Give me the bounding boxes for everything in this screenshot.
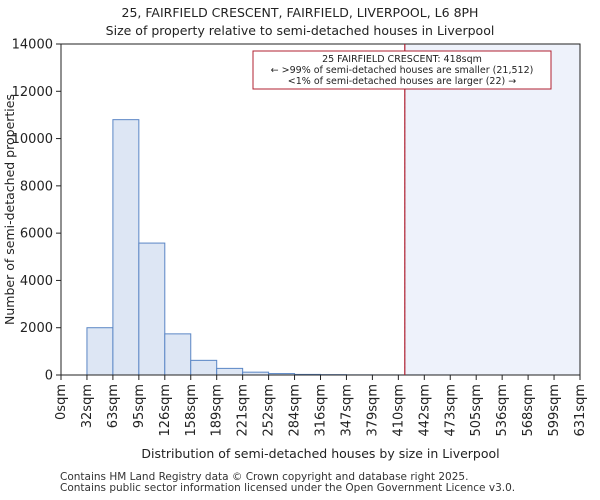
chart-title-subtitle: Size of property relative to semi-detach… [105,23,495,38]
x-tick-label: 221sqm [236,384,251,437]
larger-region-highlight [404,43,581,376]
y-axis-label: Number of semi-detached properties [2,94,17,325]
histogram-bar [164,333,192,376]
y-tick-label: 0 [45,369,53,384]
y-tick-label: 4000 [20,274,53,289]
y-tick-label: 10000 [12,132,53,147]
chart-title-block: 25, FAIRFIELD CRESCENT, FAIRFIELD, LIVER… [0,4,600,40]
x-tick-label: 284sqm [288,384,303,437]
x-tick-label: 0sqm [54,384,69,420]
x-tick-label: 505sqm [469,384,484,437]
y-tick-label: 6000 [20,227,53,242]
y-tick-label: 14000 [12,38,53,53]
x-tick-label: 95sqm [132,384,147,428]
y-tick-label: 12000 [12,85,53,100]
histogram-bar [138,242,166,376]
x-tick-label: 473sqm [443,384,458,437]
x-tick-label: 189sqm [210,384,225,437]
x-axis-label: Distribution of semi-detached houses by … [141,446,499,461]
histogram-bar [216,367,244,376]
x-tick-label: 158sqm [184,384,199,437]
chart-title-address: 25, FAIRFIELD CRESCENT, FAIRFIELD, LIVER… [121,5,479,20]
histogram-bar [190,359,218,376]
x-tick-label: 347sqm [339,384,354,437]
y-tick-label: 8000 [20,179,53,194]
x-tick-label: 631sqm [573,384,588,437]
attribution-footer: Contains HM Land Registry data © Crown c… [60,472,515,494]
x-tick-label: 410sqm [391,384,406,437]
x-tick-label: 126sqm [158,384,173,437]
x-tick-label: 379sqm [365,384,380,437]
attribution-line-1: Contains HM Land Registry data © Crown c… [60,471,469,483]
attribution-line-2: Contains public sector information licen… [60,482,516,494]
annotation-line-2: ← >99% of semi-detached houses are small… [271,65,534,76]
y-tick-label: 2000 [20,321,53,336]
annotation-line-1: 25 FAIRFIELD CRESCENT: 418sqm [322,54,482,65]
annotation-line-3: <1% of semi-detached houses are larger (… [288,76,516,87]
x-tick-label: 442sqm [417,384,432,437]
x-tick-label: 63sqm [106,384,121,428]
x-tick-label: 536sqm [495,384,510,437]
histogram-bar [112,119,140,376]
x-tick-label: 252sqm [262,384,277,437]
annotation-box [252,50,552,90]
x-tick-label: 316sqm [314,384,329,437]
x-tick-label: 599sqm [547,384,562,437]
x-tick-label: 32sqm [80,384,95,428]
x-tick-label: 568sqm [521,384,536,437]
histogram-bar [86,327,114,376]
